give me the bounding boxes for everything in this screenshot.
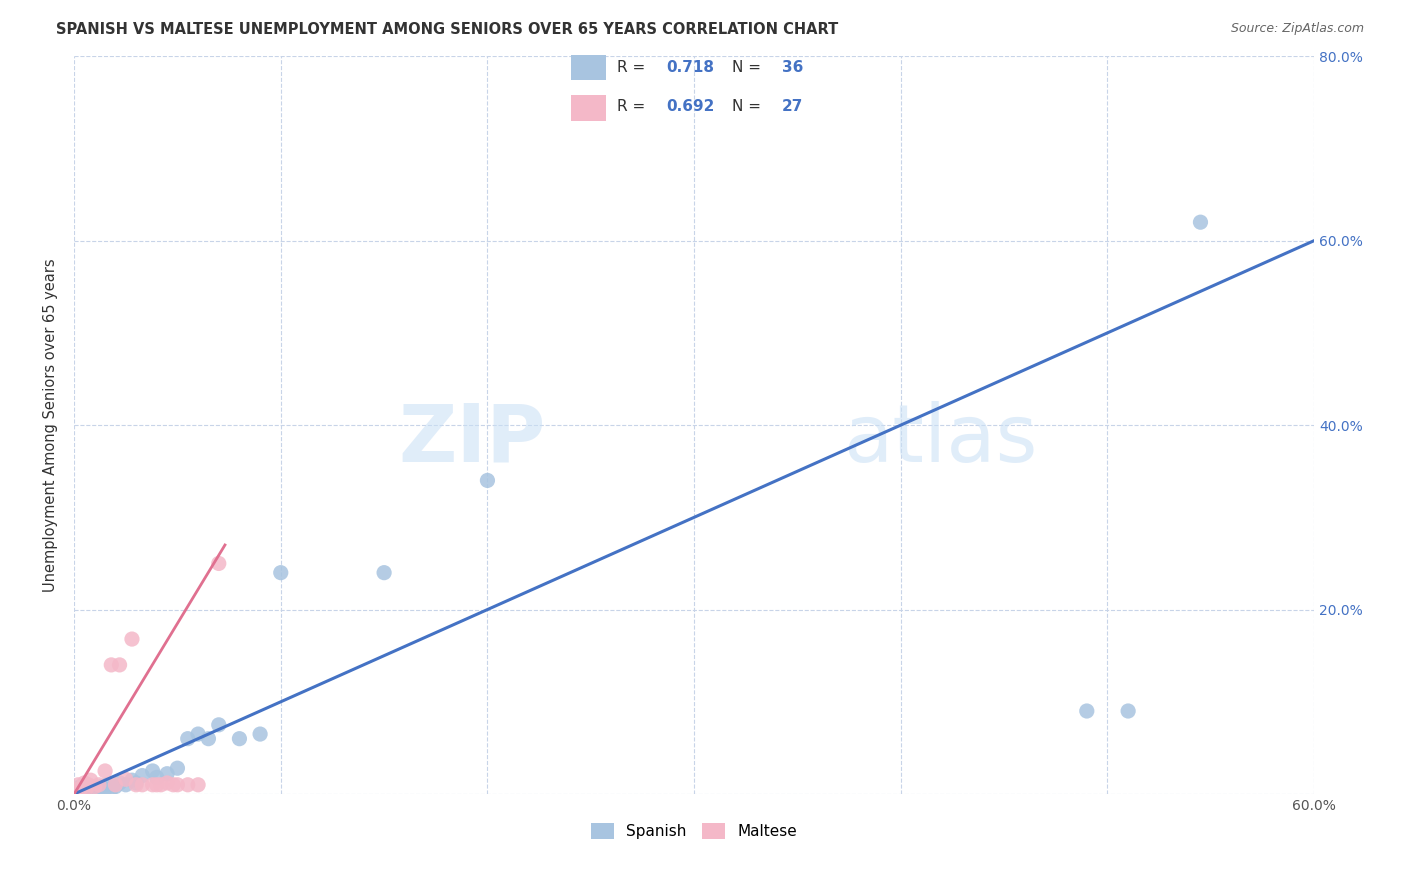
Text: ZIP: ZIP [398, 401, 546, 479]
Point [77, 778, 100, 792]
Point [67, 782, 90, 797]
Point [145, 778, 167, 792]
Point [108, 776, 131, 790]
Point [83, 780, 105, 794]
Point [65, 782, 87, 797]
Point [142, 778, 165, 792]
Point [76, 783, 98, 797]
Text: R =: R = [617, 99, 651, 114]
Point [177, 731, 200, 746]
Point [228, 731, 250, 746]
Point [79, 784, 101, 798]
Point [156, 776, 179, 790]
Point [69, 780, 91, 794]
Point [90, 780, 112, 794]
Point [373, 566, 395, 580]
Text: 36: 36 [782, 60, 803, 75]
Point [121, 632, 143, 646]
Point [96, 778, 118, 792]
Point [100, 657, 122, 672]
Point [166, 761, 188, 775]
Point [73, 776, 96, 790]
Point [187, 778, 209, 792]
Point [108, 657, 131, 672]
Bar [571, 95, 606, 120]
Point [94, 764, 117, 778]
Point [177, 778, 200, 792]
Point [104, 780, 127, 794]
Point [208, 557, 231, 571]
Point [1189, 215, 1212, 229]
Point [1116, 704, 1139, 718]
Point [73, 781, 96, 796]
Point [72, 780, 94, 794]
Point [87, 783, 110, 797]
Point [131, 768, 153, 782]
Point [1076, 704, 1098, 718]
Legend: Spanish, Maltese: Spanish, Maltese [585, 817, 803, 846]
Point [72, 784, 94, 798]
Point [114, 772, 136, 787]
Point [162, 778, 184, 792]
Point [156, 766, 179, 780]
Y-axis label: Unemployment Among Seniors over 65 years: Unemployment Among Seniors over 65 years [44, 259, 58, 592]
Point [145, 771, 167, 785]
Point [69, 781, 91, 796]
Point [187, 727, 209, 741]
Text: 0.718: 0.718 [666, 60, 714, 75]
Point [208, 718, 231, 732]
Point [79, 773, 101, 788]
Text: 0.692: 0.692 [666, 99, 716, 114]
Point [83, 780, 105, 795]
Text: Source: ZipAtlas.com: Source: ZipAtlas.com [1230, 22, 1364, 36]
Point [197, 731, 219, 746]
Point [249, 727, 271, 741]
Point [125, 778, 148, 792]
Text: atlas: atlas [844, 401, 1038, 479]
Point [131, 778, 153, 792]
Point [121, 773, 143, 788]
Point [149, 778, 172, 792]
Point [477, 474, 499, 488]
Point [104, 778, 127, 792]
Point [100, 781, 122, 796]
Bar [571, 54, 606, 80]
Point [76, 781, 98, 796]
Text: SPANISH VS MALTESE UNEMPLOYMENT AMONG SENIORS OVER 65 YEARS CORRELATION CHART: SPANISH VS MALTESE UNEMPLOYMENT AMONG SE… [56, 22, 838, 37]
Text: N =: N = [733, 60, 766, 75]
Text: R =: R = [617, 60, 651, 75]
Point [270, 566, 292, 580]
Point [94, 782, 117, 797]
Point [166, 778, 188, 792]
Point [125, 776, 148, 790]
Text: 27: 27 [782, 99, 803, 114]
Point [67, 778, 90, 792]
Point [77, 780, 100, 795]
Point [114, 778, 136, 792]
Point [87, 778, 110, 792]
Text: N =: N = [733, 99, 766, 114]
Point [142, 764, 165, 778]
Point [82, 782, 104, 797]
